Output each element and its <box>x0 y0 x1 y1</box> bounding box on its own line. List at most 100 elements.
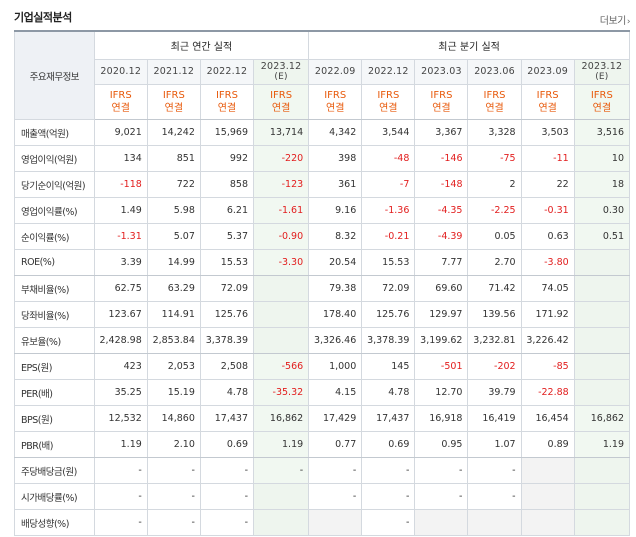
table-cell: 15.19 <box>146 379 201 406</box>
table-row: BPS(원) 12,532 14,860 17,437 16,862 17,429 17,4… <box>14 405 631 432</box>
basis-consolidated: 연결 <box>271 103 291 114</box>
table-cell: -123 <box>252 171 310 198</box>
row-label: 당좌비율(%) <box>14 301 95 328</box>
table-label-header: 주요재무정보 <box>14 30 95 120</box>
table-cell: 8.32 <box>308 223 363 250</box>
table-cell: 992 <box>199 145 255 172</box>
basis-header: IFRS 연결 <box>146 84 201 120</box>
table-cell: -85 <box>520 353 575 380</box>
table-cell: 851 <box>146 145 201 172</box>
period-header: 2022.09 <box>308 59 363 85</box>
table-row: 영업이익(억원) 134 851 992 -220 398 -48 -146 -75 -11 10 <box>14 145 631 172</box>
row-label: 부채비율(%) <box>14 275 95 302</box>
more-label: 더보기 <box>599 16 627 27</box>
table-cell <box>573 483 631 510</box>
table-cell: 79.38 <box>308 275 363 302</box>
table-cell: 15.53 <box>199 249 255 276</box>
period-header: 2023.06 <box>467 59 522 85</box>
basis-header: IFRS 연결 <box>93 84 148 120</box>
table-cell: 1.19 <box>252 431 310 458</box>
table-cell: 125.76 <box>199 301 255 328</box>
table-cell: 16,862 <box>252 405 310 432</box>
table-cell: 5.98 <box>146 197 201 224</box>
table-cell: -1.36 <box>361 197 416 224</box>
table-row: 유보율(%) 2,428.98 2,853.84 3,378.39 3,326.46 3,… <box>14 327 631 354</box>
basis-header: IFRS 연결 <box>199 84 255 120</box>
table-cell: -0.31 <box>520 197 575 224</box>
table-cell: - <box>199 457 255 484</box>
table-cell: - <box>93 483 148 510</box>
table-cell: - <box>414 483 469 510</box>
basis-consolidated: 연결 <box>379 103 398 114</box>
table-cell: 0.77 <box>308 431 363 458</box>
more-link[interactable]: 더보기› <box>599 12 631 27</box>
table-cell: 3,226.42 <box>520 327 575 354</box>
table-cell: 3,232.81 <box>467 327 522 354</box>
table-cell: 12,532 <box>93 405 148 432</box>
table-cell: 134 <box>93 145 148 172</box>
table-cell: 22 <box>520 171 575 198</box>
table-cell: 0.63 <box>520 223 575 250</box>
table-row: PER(배) 35.25 15.19 4.78 -35.32 4.15 4.78 12.70 3… <box>14 379 631 406</box>
table-cell: 16,419 <box>467 405 522 432</box>
table-cell: - <box>361 483 416 510</box>
table-cell: 7.77 <box>414 249 469 276</box>
table-cell <box>520 483 575 510</box>
table-cell <box>252 509 310 536</box>
table-cell: 71.42 <box>467 275 522 302</box>
basis-ifrs: IFRS <box>430 90 453 101</box>
table-cell: - <box>361 509 416 536</box>
row-label: PER(배) <box>14 379 95 406</box>
period-label: 2022.12 <box>367 66 409 77</box>
table-cell: 16,454 <box>520 405 575 432</box>
table-cell: 2,428.98 <box>93 327 148 354</box>
table-cell: 1.19 <box>573 431 631 458</box>
table-row: 배당성향(%) - - - - <box>14 509 631 536</box>
table-cell: 0.51 <box>573 223 631 250</box>
table-row: 주당배당금(원) - - - - - - - - <box>14 457 631 484</box>
table-cell: 722 <box>146 171 201 198</box>
row-label: 배당성향(%) <box>14 509 95 536</box>
basis-ifrs: IFRS <box>483 90 506 101</box>
quarter-group-header: 최근 분기 실적 <box>308 30 630 60</box>
table-cell: - <box>308 457 363 484</box>
table-row: 매출액(억원) 9,021 14,242 15,969 13,714 4,342 3,544… <box>14 119 631 146</box>
period-header: 2021.12 <box>146 59 201 85</box>
table-cell: -501 <box>414 353 469 380</box>
table-cell: 17,437 <box>361 405 416 432</box>
table-cell: - <box>414 457 469 484</box>
table-cell <box>252 327 310 354</box>
table-cell: 3,326.46 <box>308 327 363 354</box>
row-label: 순이익률(%) <box>14 223 95 250</box>
table-cell: - <box>467 457 522 484</box>
table-cell: 2 <box>467 171 522 198</box>
table-cell: 69.60 <box>414 275 469 302</box>
table-cell: - <box>146 483 201 510</box>
table-cell: 5.07 <box>146 223 201 250</box>
table-cell: 2.10 <box>146 431 201 458</box>
table-cell: 3,367 <box>414 119 469 146</box>
table-cell: 16,862 <box>573 405 631 432</box>
table-cell: 12.70 <box>414 379 469 406</box>
table-cell <box>252 483 310 510</box>
table-cell <box>573 249 631 276</box>
table-cell: - <box>146 457 201 484</box>
row-label: 당기순이익(억원) <box>14 171 95 198</box>
table-cell: 2,853.84 <box>146 327 201 354</box>
table-cell <box>520 509 575 536</box>
basis-header: IFRS 연결 <box>361 84 416 120</box>
basis-header: IFRS 연결 <box>252 84 310 120</box>
table-cell: 17,429 <box>308 405 363 432</box>
basis-ifrs: IFRS <box>162 90 185 101</box>
table-cell: - <box>93 457 148 484</box>
table-cell: 123.67 <box>93 301 148 328</box>
table-cell: -0.21 <box>361 223 416 250</box>
table-cell: 3,516 <box>573 119 631 146</box>
table-cell: 3,328 <box>467 119 522 146</box>
basis-consolidated: 연결 <box>111 103 130 114</box>
table-cell: -0.90 <box>252 223 310 250</box>
section-title: 기업실적분석 <box>14 11 72 24</box>
table-cell: -48 <box>361 145 416 172</box>
basis-header: IFRS 연결 <box>573 84 631 120</box>
